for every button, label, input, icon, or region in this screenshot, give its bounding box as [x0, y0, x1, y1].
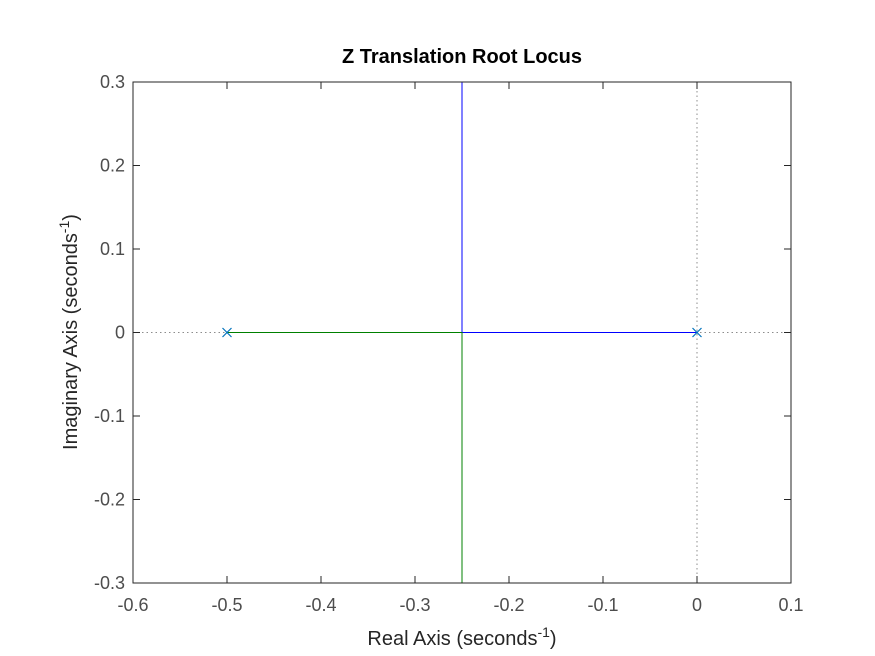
y-axis-label-sup: -1	[56, 221, 72, 234]
poles-layer	[222, 327, 702, 338]
x-tick-label: 0.1	[778, 595, 803, 615]
x-axis-label-sup: -1	[537, 624, 550, 640]
x-tick-label: -0.3	[399, 595, 430, 615]
y-axis-label: Imaginary Axis (seconds-1)	[56, 214, 82, 450]
x-tick-label: -0.5	[211, 595, 242, 615]
x-axis-label-end: )	[550, 628, 557, 650]
series-layer	[227, 82, 697, 583]
locus-branch-2	[227, 332, 463, 583]
x-tick-label: -0.4	[305, 595, 336, 615]
y-tick-label: 0.3	[100, 72, 125, 92]
x-axis-label-base: Real Axis (seconds	[367, 628, 537, 650]
x-axis-label: Real Axis (seconds-1)	[367, 624, 556, 650]
x-tick-label: 0	[692, 595, 702, 615]
x-axis-ticks: -0.6 -0.5 -0.4 -0.3 -0.2 -0.1 0 0.1	[117, 82, 804, 615]
y-tick-label: -0.1	[94, 406, 125, 426]
x-tick-label: -0.2	[493, 595, 524, 615]
x-tick-label: -0.1	[587, 595, 618, 615]
pole-marker	[692, 327, 702, 338]
y-tick-label: 0.1	[100, 239, 125, 259]
pole-marker	[222, 327, 232, 338]
y-axis-label-end: )	[60, 214, 82, 221]
y-axis-label-base: Imaginary Axis (seconds	[60, 233, 82, 450]
y-tick-label: 0	[115, 323, 125, 343]
y-tick-label: -0.2	[94, 490, 125, 510]
x-tick-label: -0.6	[117, 595, 148, 615]
y-axis-ticks: -0.3 -0.2 -0.1 0 0.1 0.2 0.3	[94, 72, 791, 593]
y-tick-label: 0.2	[100, 156, 125, 176]
y-tick-label: -0.3	[94, 573, 125, 593]
chart-title: Z Translation Root Locus	[342, 46, 582, 68]
